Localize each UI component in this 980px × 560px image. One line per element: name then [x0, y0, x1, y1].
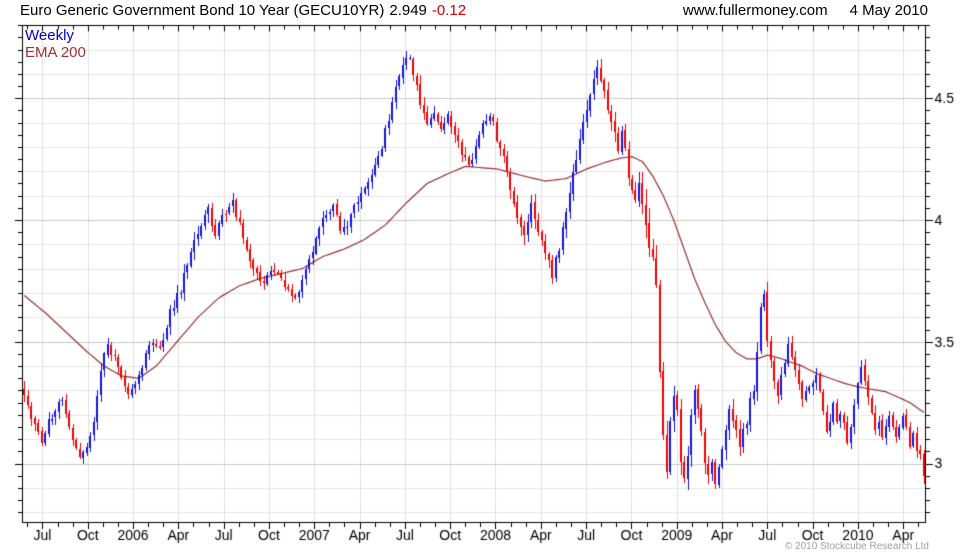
legend-timeframe: Weekly	[25, 27, 74, 44]
legend-ema: EMA 200	[25, 44, 86, 61]
copyright-label: © 2010 Stockcube Research Ltd	[784, 541, 929, 552]
website-link[interactable]: www.fullermoney.com	[682, 2, 828, 19]
price-change: -0.12	[431, 2, 467, 19]
header-right: www.fullermoney.com 4 May 2010	[683, 2, 928, 19]
legend: Weekly EMA 200	[25, 27, 86, 61]
last-price: 2.949	[389, 2, 427, 19]
date-label: 4 May 2010	[849, 2, 928, 19]
chart-title: Euro Generic Government Bond 10 Year (GE…	[20, 2, 385, 19]
title-bar: Euro Generic Government Bond 10 Year (GE…	[20, 2, 466, 19]
